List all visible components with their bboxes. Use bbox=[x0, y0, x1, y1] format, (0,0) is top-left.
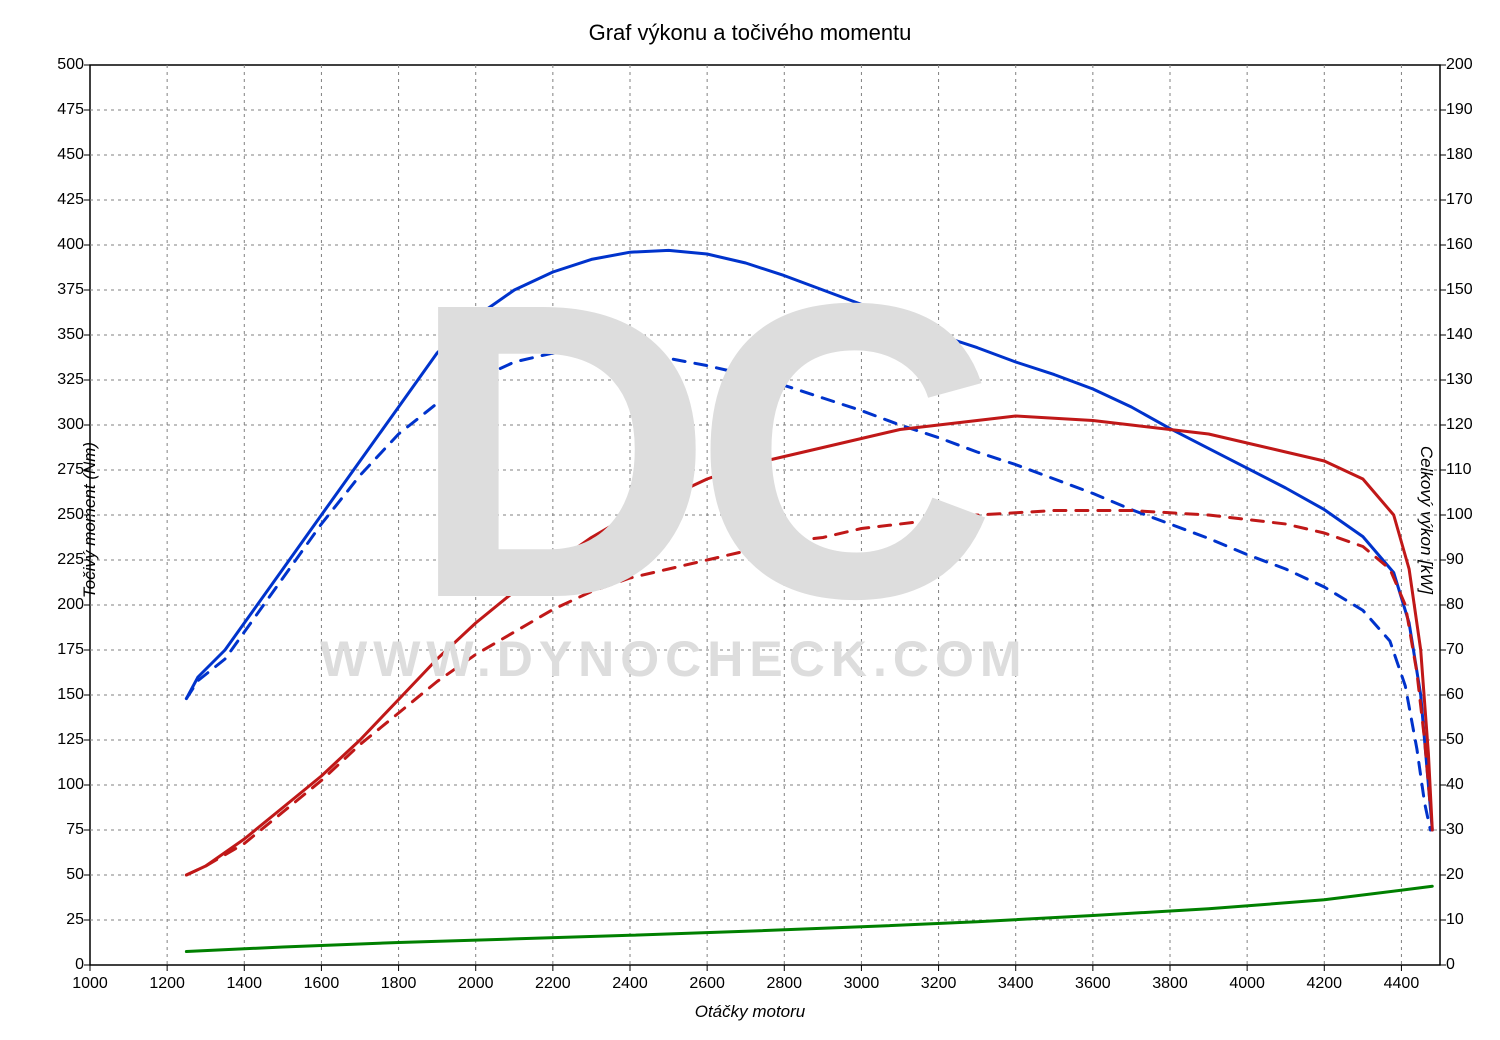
y-left-tick: 325 bbox=[34, 371, 84, 389]
x-tick: 2400 bbox=[600, 975, 660, 993]
x-tick: 1400 bbox=[214, 975, 274, 993]
y-right-tick: 170 bbox=[1446, 191, 1496, 209]
series-loss-line bbox=[186, 886, 1432, 951]
y-left-tick: 300 bbox=[34, 416, 84, 434]
y-right-tick: 60 bbox=[1446, 686, 1496, 704]
y-left-tick: 0 bbox=[34, 956, 84, 974]
y-right-tick: 20 bbox=[1446, 866, 1496, 884]
y-right-tick: 0 bbox=[1446, 956, 1496, 974]
series-torque-tuned bbox=[186, 250, 1432, 830]
y-left-tick: 25 bbox=[34, 911, 84, 929]
y-left-tick: 175 bbox=[34, 641, 84, 659]
y-left-tick: 125 bbox=[34, 731, 84, 749]
x-tick: 3800 bbox=[1140, 975, 1200, 993]
y-right-tick: 140 bbox=[1446, 326, 1496, 344]
chart-svg bbox=[90, 65, 1440, 965]
y-left-tick: 450 bbox=[34, 146, 84, 164]
y-left-tick: 500 bbox=[34, 56, 84, 74]
x-tick: 3600 bbox=[1063, 975, 1123, 993]
y-right-tick: 160 bbox=[1446, 236, 1496, 254]
y-left-tick: 75 bbox=[34, 821, 84, 839]
x-tick: 4000 bbox=[1217, 975, 1277, 993]
y-right-tick: 100 bbox=[1446, 506, 1496, 524]
x-tick: 3000 bbox=[831, 975, 891, 993]
y-right-tick: 110 bbox=[1446, 461, 1496, 479]
series-torque-stock bbox=[186, 351, 1430, 830]
x-tick: 1200 bbox=[137, 975, 197, 993]
y-right-tick: 80 bbox=[1446, 596, 1496, 614]
x-tick: 2200 bbox=[523, 975, 583, 993]
y-right-tick: 90 bbox=[1446, 551, 1496, 569]
y-left-tick: 150 bbox=[34, 686, 84, 704]
series-power-stock bbox=[186, 511, 1430, 876]
y-left-tick: 50 bbox=[34, 866, 84, 884]
y-right-tick: 150 bbox=[1446, 281, 1496, 299]
y-right-tick: 130 bbox=[1446, 371, 1496, 389]
y-right-tick: 190 bbox=[1446, 101, 1496, 119]
x-tick: 1800 bbox=[369, 975, 429, 993]
y-left-tick: 200 bbox=[34, 596, 84, 614]
x-tick: 2800 bbox=[754, 975, 814, 993]
y-right-tick: 120 bbox=[1446, 416, 1496, 434]
x-tick: 4400 bbox=[1371, 975, 1431, 993]
y-left-tick: 475 bbox=[34, 101, 84, 119]
x-tick: 3200 bbox=[909, 975, 969, 993]
y-right-tick: 180 bbox=[1446, 146, 1496, 164]
series-power-tuned bbox=[186, 416, 1432, 875]
y-left-tick: 425 bbox=[34, 191, 84, 209]
y-right-tick: 200 bbox=[1446, 56, 1496, 74]
chart-title: Graf výkonu a točivého momentu bbox=[0, 20, 1500, 46]
x-tick: 4200 bbox=[1294, 975, 1354, 993]
y-right-tick: 30 bbox=[1446, 821, 1496, 839]
x-tick: 3400 bbox=[986, 975, 1046, 993]
y-right-tick: 40 bbox=[1446, 776, 1496, 794]
y-left-tick: 400 bbox=[34, 236, 84, 254]
x-tick: 2600 bbox=[677, 975, 737, 993]
y-right-tick: 70 bbox=[1446, 641, 1496, 659]
y-left-tick: 350 bbox=[34, 326, 84, 344]
x-axis-label: Otáčky motoru bbox=[0, 1002, 1500, 1022]
y-left-tick: 225 bbox=[34, 551, 84, 569]
y-left-tick: 375 bbox=[34, 281, 84, 299]
y-right-tick: 50 bbox=[1446, 731, 1496, 749]
y-right-tick: 10 bbox=[1446, 911, 1496, 929]
chart-container: Graf výkonu a točivého momentu Točivý mo… bbox=[0, 0, 1500, 1040]
x-tick: 2000 bbox=[446, 975, 506, 993]
x-tick: 1600 bbox=[291, 975, 351, 993]
y-left-tick: 250 bbox=[34, 506, 84, 524]
plot-area: DC WWW.DYNOCHECK.COM 1000120014001600180… bbox=[90, 65, 1440, 965]
y-left-tick: 275 bbox=[34, 461, 84, 479]
y-left-tick: 100 bbox=[34, 776, 84, 794]
x-tick: 1000 bbox=[60, 975, 120, 993]
